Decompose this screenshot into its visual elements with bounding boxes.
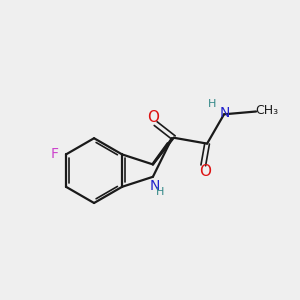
Text: O: O (147, 110, 159, 124)
Text: H: H (207, 99, 216, 109)
Text: N: N (149, 178, 160, 193)
Text: O: O (200, 164, 211, 179)
Text: F: F (51, 147, 59, 161)
Text: N: N (220, 106, 230, 120)
Text: H: H (156, 187, 164, 197)
Text: CH₃: CH₃ (256, 103, 279, 116)
